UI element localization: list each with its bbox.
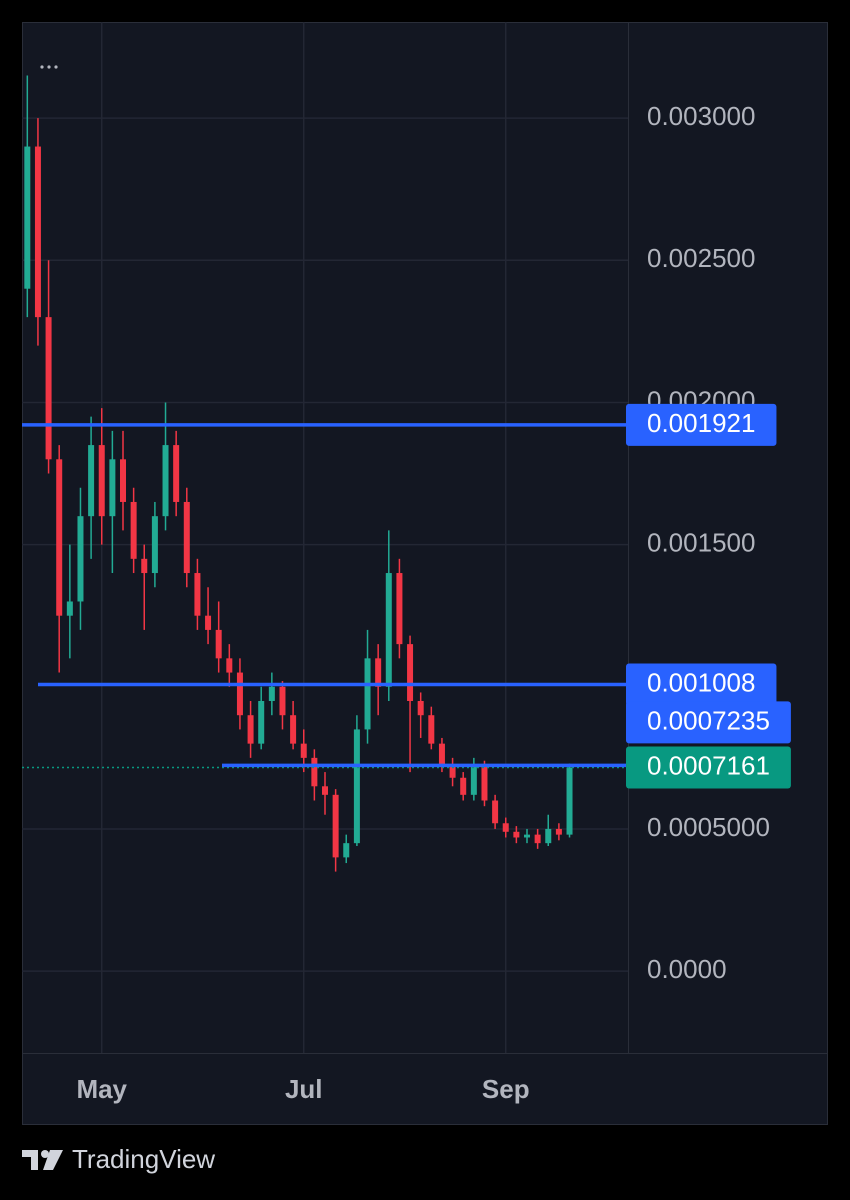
candle-body <box>130 501 137 559</box>
logo-mark <box>41 1150 49 1158</box>
price-label: 0.001008 <box>647 667 755 697</box>
candle-body <box>343 843 350 858</box>
candle-body <box>279 686 286 716</box>
candle-body <box>66 601 73 616</box>
candle-body <box>492 800 499 824</box>
candle-body <box>407 644 414 701</box>
logo <box>22 1150 63 1170</box>
candle-body <box>311 757 318 787</box>
y-tick-label: 0.001500 <box>647 527 755 557</box>
candle-body <box>34 146 41 318</box>
candle-body <box>353 729 360 844</box>
last-price-label: 0.0007161 <box>647 750 770 780</box>
candle-body <box>77 516 84 602</box>
candle-body <box>513 831 520 838</box>
y-tick-label: 0.002500 <box>647 243 755 273</box>
candles <box>24 75 573 872</box>
candle-body <box>460 777 467 795</box>
candle-body <box>120 459 126 502</box>
candle-body <box>226 658 233 673</box>
candle-body <box>151 516 158 574</box>
candle-body <box>236 672 243 716</box>
candle-body <box>449 766 456 778</box>
candle-body <box>385 573 392 687</box>
last-price-box <box>626 746 791 789</box>
menu-dots <box>40 65 58 69</box>
candle-body <box>173 445 180 502</box>
dot <box>47 65 51 69</box>
candle-body <box>215 629 222 659</box>
candle-body <box>502 823 509 832</box>
dot <box>54 65 58 69</box>
candle-body <box>45 317 52 460</box>
candle-body <box>162 445 169 517</box>
candle-body <box>98 445 105 517</box>
candle-body <box>205 615 212 630</box>
y-tick-label: 0.003000 <box>647 101 755 131</box>
candle-body <box>332 794 339 858</box>
price-label-box <box>626 701 791 744</box>
candle-body <box>258 700 265 744</box>
candle-body <box>290 715 297 744</box>
candle-body <box>183 501 190 574</box>
candle-body <box>534 834 541 844</box>
price-label: 0.0007235 <box>647 705 770 735</box>
candle-body <box>268 686 275 701</box>
brand-name: TradingView <box>72 1144 215 1174</box>
candle-body <box>396 573 403 645</box>
candle-body <box>470 766 477 795</box>
price-label-box <box>626 403 777 446</box>
candle-body <box>247 715 254 744</box>
candle-body <box>141 558 148 574</box>
chart-panel <box>22 22 828 1125</box>
candle-body <box>88 445 95 517</box>
candle-body <box>545 828 552 844</box>
candle-body <box>364 658 371 730</box>
candle-body <box>194 573 201 616</box>
candle-body <box>417 700 424 716</box>
price-label: 0.001921 <box>647 408 755 438</box>
candle-body <box>428 715 435 744</box>
logo-mark <box>43 1150 63 1170</box>
x-tick-label: May <box>76 1074 127 1104</box>
overlay: 0.00000.00050000.0015000.0020000.0025000… <box>22 101 791 1104</box>
price-label-box <box>626 663 777 706</box>
x-tick-label: Jul <box>285 1074 323 1104</box>
logo-mark <box>22 1150 38 1170</box>
x-tick-label: Sep <box>482 1074 530 1104</box>
candle-body <box>300 743 307 758</box>
candle-body <box>24 146 31 289</box>
candle-body <box>322 786 328 795</box>
y-tick-label: 0.0000 <box>647 954 727 984</box>
candle-body <box>109 459 116 517</box>
candle-body <box>524 834 530 838</box>
dot <box>40 65 44 69</box>
candle-body <box>438 743 445 767</box>
candle-body <box>375 658 382 687</box>
y-tick-label: 0.0005000 <box>647 812 770 842</box>
candle-body <box>555 828 562 835</box>
candle-body <box>481 766 488 801</box>
candle-body <box>56 459 63 616</box>
candle-body <box>566 767 573 835</box>
